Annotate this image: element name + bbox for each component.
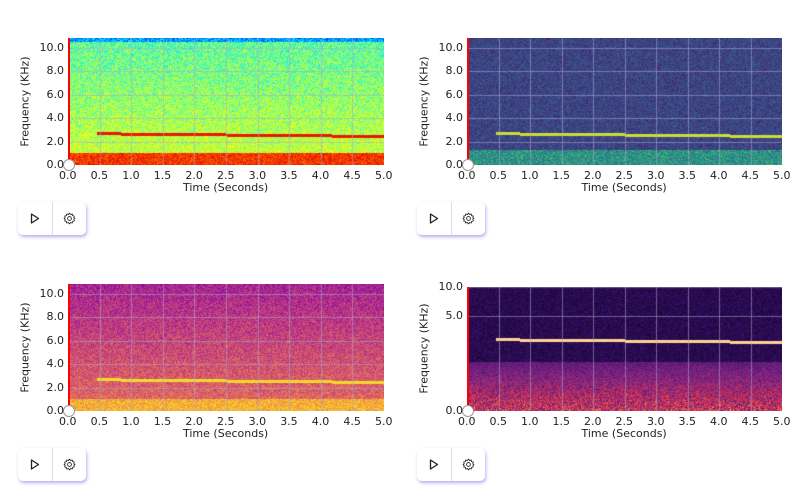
play-icon (429, 459, 439, 470)
play-icon (30, 213, 40, 224)
play-button[interactable] (18, 448, 53, 481)
x-tick-label: 3.5 (280, 169, 298, 182)
play-icon (30, 459, 40, 470)
x-tick-label: 4.0 (710, 415, 728, 428)
x-tick-label: 3.5 (679, 169, 697, 182)
x-tick-label: 4.5 (742, 169, 760, 182)
x-axis-label: Time (Seconds) (183, 427, 268, 440)
y-tick-label: 8.0 (446, 64, 464, 77)
x-tick-label: 0.5 (490, 415, 508, 428)
x-tick-label: 0.5 (91, 169, 109, 182)
x-tick-label: 1.5 (553, 169, 571, 182)
y-tick-label: 6.0 (47, 334, 65, 347)
x-tick-label: 0.5 (490, 169, 508, 182)
y-tick-label: 10.0 (439, 41, 464, 54)
spectrogram-image (467, 287, 782, 411)
y-tick-label: 2.0 (47, 135, 65, 148)
playhead-line[interactable] (68, 38, 70, 165)
x-tick-label: 4.0 (710, 169, 728, 182)
y-tick-label: 2.0 (47, 381, 65, 394)
y-tick-label: 6.0 (446, 88, 464, 101)
x-tick-label: 4.0 (312, 415, 330, 428)
playback-controls (417, 448, 485, 481)
y-tick-label: 4.0 (47, 111, 65, 124)
x-tick-label: 5.0 (773, 415, 791, 428)
spectrogram-plot[interactable] (68, 284, 384, 411)
play-button[interactable] (18, 202, 53, 235)
x-axis-label: Time (Seconds) (183, 181, 268, 194)
settings-button[interactable] (452, 448, 486, 481)
x-tick-label: 1.5 (154, 415, 172, 428)
x-tick-label: 3.5 (280, 415, 298, 428)
playback-controls (18, 448, 86, 481)
x-tick-label: 1.5 (553, 415, 571, 428)
x-tick-label: 4.0 (312, 169, 330, 182)
playback-controls (417, 202, 485, 235)
play-button[interactable] (417, 448, 452, 481)
x-axis-label: Time (Seconds) (582, 181, 667, 194)
x-tick-label: 1.0 (122, 415, 140, 428)
x-tick-label: 5.0 (375, 169, 393, 182)
x-tick-label: 0.0 (458, 169, 476, 182)
x-tick-label: 4.5 (742, 415, 760, 428)
x-tick-label: 0.0 (59, 169, 77, 182)
y-axis-label: Frequency (KHz) (418, 51, 431, 151)
y-tick-label: 10.0 (40, 41, 65, 54)
settings-button[interactable] (53, 448, 87, 481)
x-tick-label: 0.5 (91, 415, 109, 428)
play-icon (429, 213, 439, 224)
spectrogram-plot[interactable] (467, 287, 782, 411)
settings-button[interactable] (452, 202, 486, 235)
spectrogram-image (68, 38, 384, 165)
playhead-line[interactable] (467, 38, 469, 165)
spectrogram-plot[interactable] (467, 38, 782, 165)
x-tick-label: 1.5 (154, 169, 172, 182)
playback-controls (18, 202, 86, 235)
y-tick-label: 2.0 (446, 135, 464, 148)
y-tick-label: 10.0 (40, 287, 65, 300)
x-tick-label: 0.0 (59, 415, 77, 428)
gear-icon (63, 458, 76, 471)
y-axis-label: Frequency (KHz) (19, 297, 32, 397)
y-tick-label: 4.0 (446, 111, 464, 124)
gear-icon (462, 212, 475, 225)
x-tick-label: 4.5 (343, 169, 361, 182)
x-tick-label: 3.5 (679, 415, 697, 428)
play-button[interactable] (417, 202, 452, 235)
y-tick-label: 8.0 (47, 64, 65, 77)
x-tick-label: 5.0 (375, 415, 393, 428)
y-tick-label: 4.0 (47, 357, 65, 370)
y-axis-label: Frequency (KHz) (19, 51, 32, 151)
spectrogram-plot[interactable] (68, 38, 384, 165)
spectrogram-image (467, 38, 782, 165)
y-tick-label: 6.0 (47, 88, 65, 101)
playhead-line[interactable] (68, 284, 70, 411)
spectrogram-image (68, 284, 384, 411)
settings-button[interactable] (53, 202, 87, 235)
y-tick-label: 8.0 (47, 310, 65, 323)
y-axis-label: Frequency (KHz) (418, 299, 431, 399)
x-tick-label: 5.0 (773, 169, 791, 182)
y-tick-label: 5.0 (446, 309, 464, 322)
x-axis-label: Time (Seconds) (582, 427, 667, 440)
x-tick-label: 1.0 (521, 169, 539, 182)
playhead-line[interactable] (467, 287, 469, 411)
x-tick-label: 1.0 (521, 415, 539, 428)
y-tick-label: 10.0 (439, 280, 464, 293)
gear-icon (462, 458, 475, 471)
gear-icon (63, 212, 76, 225)
x-tick-label: 4.5 (343, 415, 361, 428)
x-tick-label: 0.0 (458, 415, 476, 428)
x-tick-label: 1.0 (122, 169, 140, 182)
